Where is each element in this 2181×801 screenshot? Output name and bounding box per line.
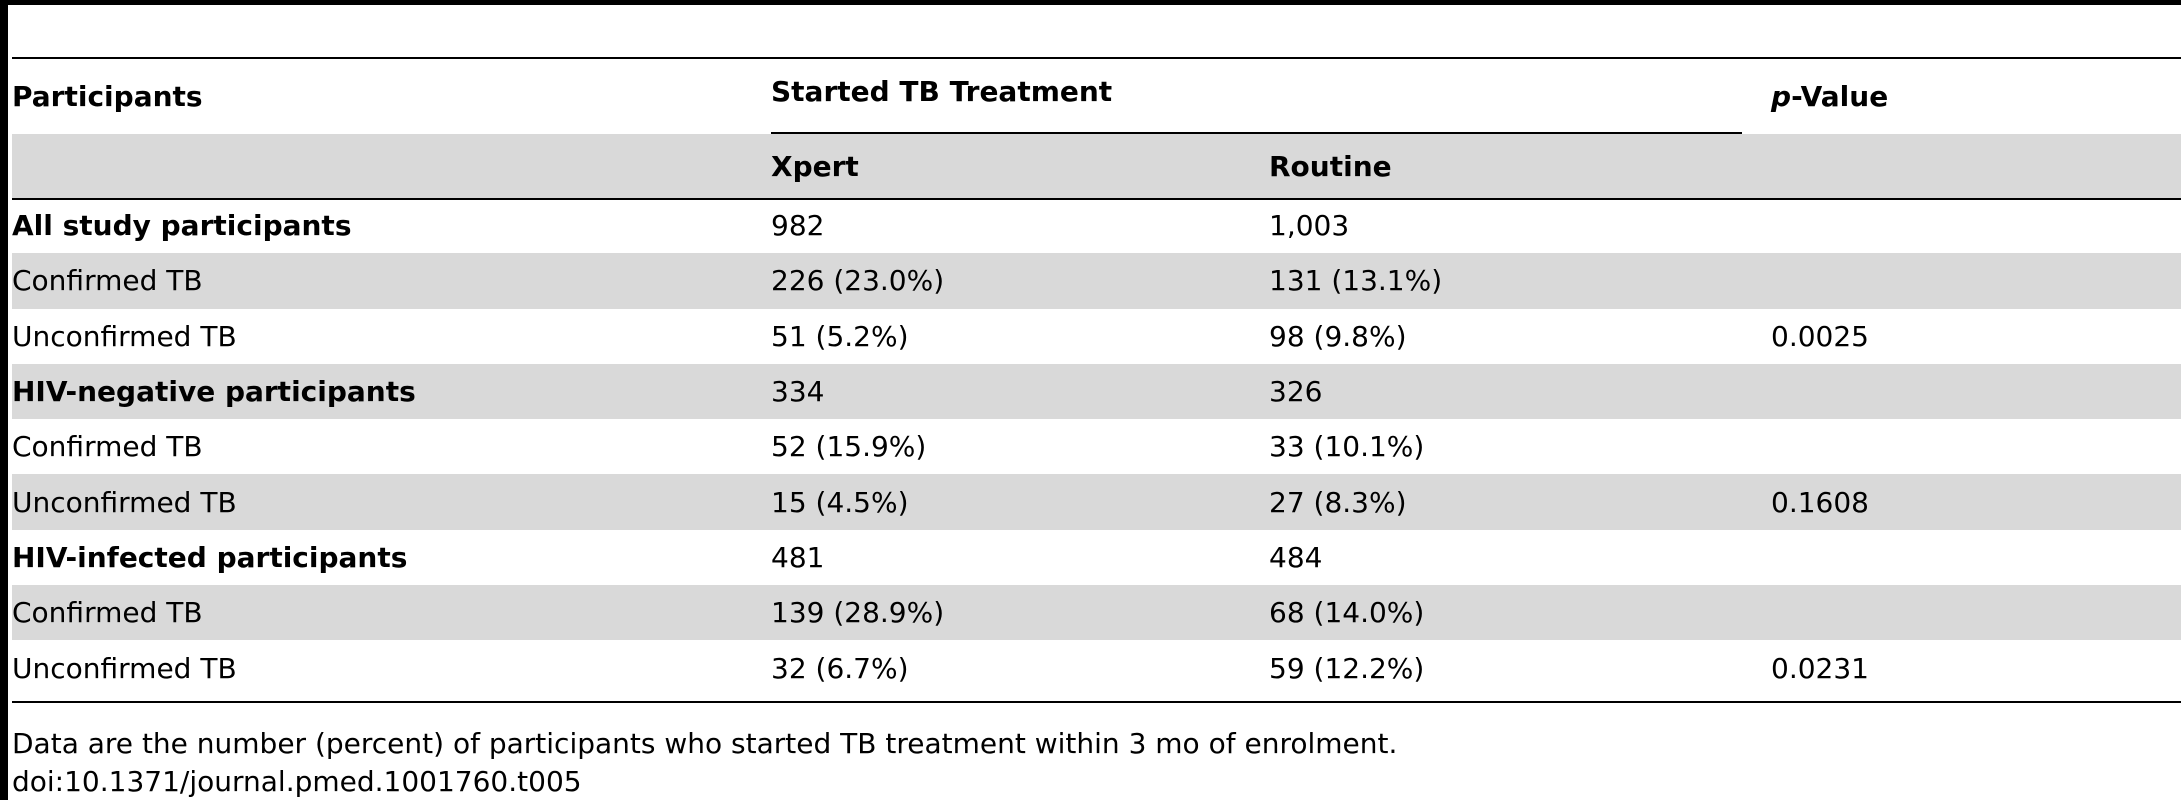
table-body: All study participants 982 1,003 Confirm… xyxy=(12,198,2181,696)
routine-cell: 1,003 xyxy=(1269,209,1350,243)
table-row: HIV-negative participants 334 326 xyxy=(12,363,2181,420)
table-row: Unconfirmed TB 32 (6.7%) 59 (12.2%) 0.02… xyxy=(12,640,2181,695)
pvalue-cell: 0.1608 xyxy=(1771,474,2181,530)
participants-cell: Confirmed TB xyxy=(12,585,771,641)
xpert-cell: 982 xyxy=(771,209,825,243)
table-row: HIV-infected participants 481 484 xyxy=(12,530,2181,585)
results-table: Participants Started TB Treatment p-Valu… xyxy=(12,58,2181,696)
xpert-cell: 481 xyxy=(771,540,825,574)
header-row-top: Participants Started TB Treatment p-Valu… xyxy=(12,58,2181,134)
pvalue-cell xyxy=(1771,419,2181,474)
routine-cell: 59 (12.2%) xyxy=(1269,651,1425,685)
empty-header-cell xyxy=(1771,134,2181,198)
participants-cell: HIV-negative participants xyxy=(12,363,771,420)
footnote-text: Data are the number (percent) of partici… xyxy=(12,727,1398,760)
xpert-cell: 226 (23.0%) xyxy=(771,253,1269,309)
participants-cell: Unconfirmed TB xyxy=(12,651,237,685)
started-treatment-header: Started TB Treatment xyxy=(771,74,1113,108)
participants-cell: Confirmed TB xyxy=(12,253,771,309)
pvalue-cell: 0.0025 xyxy=(1771,319,1869,353)
xpert-cell: 32 (6.7%) xyxy=(771,651,909,685)
started-treatment-header-cell: Started TB Treatment xyxy=(771,58,1771,134)
pvalue-cell xyxy=(1771,530,2181,585)
xpert-cell: 52 (15.9%) xyxy=(771,430,927,464)
table-row: Unconfirmed TB 51 (5.2%) 98 (9.8%) 0.002… xyxy=(12,309,2181,364)
table-row: Confirmed TB 226 (23.0%) 131 (13.1%) xyxy=(12,253,2181,309)
pvalue-cell xyxy=(1771,253,2181,309)
doi-text: doi:10.1371/journal.pmed.1001760.t005 xyxy=(12,765,582,798)
pvalue-cell xyxy=(1771,198,2181,253)
participants-cell: All study participants xyxy=(12,209,352,243)
participants-cell: Unconfirmed TB xyxy=(12,319,237,353)
participants-cell: Unconfirmed TB xyxy=(12,474,771,530)
pvalue-header-cell: p-Value xyxy=(1771,58,2181,134)
pvalue-header: p-Value xyxy=(1771,80,2181,113)
participants-cell: HIV-infected participants xyxy=(12,540,408,574)
routine-cell: 68 (14.0%) xyxy=(1269,585,1772,641)
table-header: Participants Started TB Treatment p-Valu… xyxy=(12,58,2181,198)
participants-header-cell: Participants xyxy=(12,58,771,134)
table-row: All study participants 982 1,003 xyxy=(12,198,2181,253)
header-row-sub: Xpert Routine xyxy=(12,134,2181,198)
table-top-rule xyxy=(12,57,2181,59)
top-border xyxy=(0,0,2181,5)
xpert-header: Xpert xyxy=(771,149,859,183)
routine-header-cell: Routine xyxy=(1269,134,1772,198)
xpert-cell: 15 (4.5%) xyxy=(771,474,1269,530)
table-row: Unconfirmed TB 15 (4.5%) 27 (8.3%) 0.160… xyxy=(12,474,2181,530)
header-bottom-rule xyxy=(12,198,2181,200)
pvalue-header-italic: p xyxy=(1771,79,1792,113)
table-row: Confirmed TB 139 (28.9%) 68 (14.0%) xyxy=(12,585,2181,641)
routine-cell: 484 xyxy=(1269,540,1323,574)
pvalue-cell xyxy=(1771,363,2181,420)
routine-cell: 98 (9.8%) xyxy=(1269,319,1407,353)
participants-header: Participants xyxy=(12,79,203,113)
routine-cell: 33 (10.1%) xyxy=(1269,430,1425,464)
table-footnote: Data are the number (percent) of partici… xyxy=(12,725,1397,801)
pvalue-cell: 0.0231 xyxy=(1771,651,1869,685)
xpert-header-cell: Xpert xyxy=(771,134,1269,198)
routine-cell: 131 (13.1%) xyxy=(1269,253,1772,309)
pvalue-cell xyxy=(1771,585,2181,641)
xpert-cell: 139 (28.9%) xyxy=(771,585,1269,641)
xpert-cell: 51 (5.2%) xyxy=(771,319,909,353)
spanner-underline xyxy=(771,132,1742,134)
pvalue-header-rest: -Value xyxy=(1791,79,1889,113)
empty-header-cell xyxy=(12,134,771,198)
table-row: Confirmed TB 52 (15.9%) 33 (10.1%) xyxy=(12,419,2181,474)
routine-cell: 326 xyxy=(1269,363,1772,420)
xpert-cell: 334 xyxy=(771,363,1269,420)
left-border xyxy=(0,0,8,800)
table-bottom-rule xyxy=(12,701,2181,703)
participants-cell: Confirmed TB xyxy=(12,430,203,464)
routine-header: Routine xyxy=(1269,149,1392,183)
routine-cell: 27 (8.3%) xyxy=(1269,474,1772,530)
